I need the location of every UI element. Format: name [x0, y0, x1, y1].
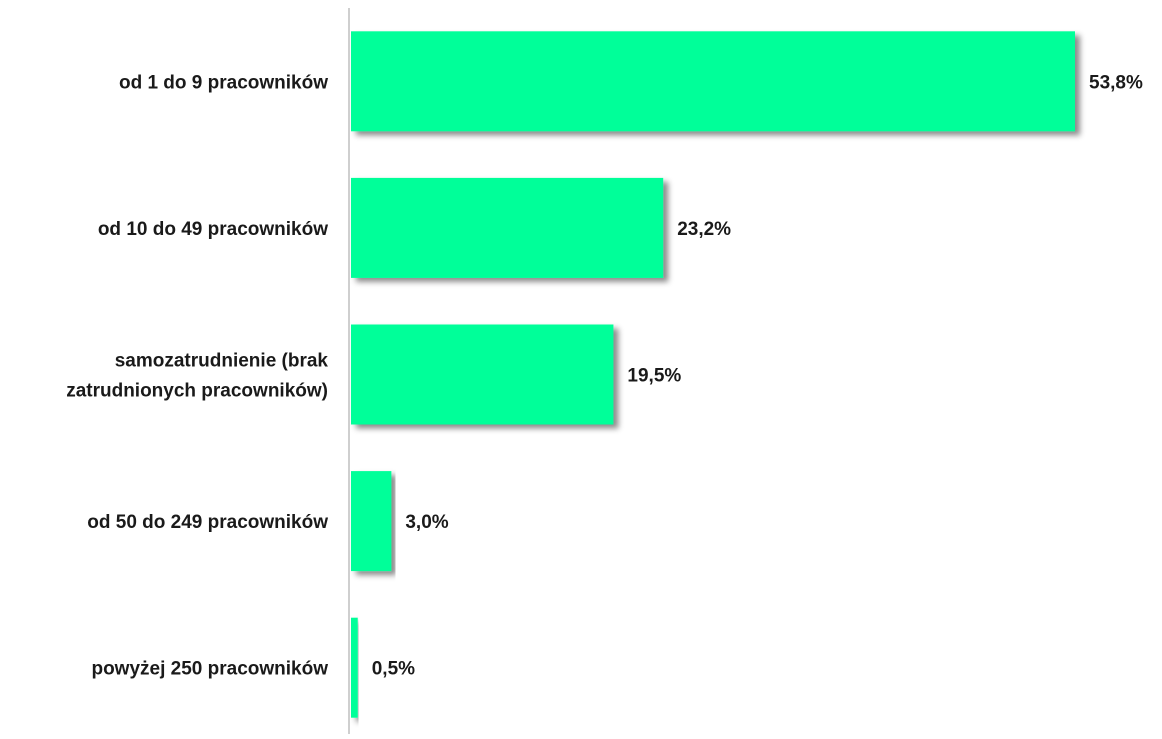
- data-label-4: 0,5%: [372, 659, 415, 680]
- data-label-3: 3,0%: [405, 512, 448, 533]
- bar-4: [351, 617, 358, 718]
- category-label-1: od 10 do 49 pracowników: [98, 219, 328, 240]
- bar-3: [351, 471, 392, 572]
- data-label-1: 23,2%: [677, 219, 731, 240]
- category-label-2-line-0: samozatrudnienie (brak: [115, 351, 329, 372]
- data-label-0: 53,8%: [1089, 72, 1143, 93]
- category-label-4: powyżej 250 pracowników: [91, 659, 328, 680]
- bar-2: [351, 324, 614, 425]
- bar-0: [351, 31, 1075, 132]
- data-label-2: 19,5%: [627, 366, 681, 387]
- category-label-0: od 1 do 9 pracowników: [119, 72, 328, 93]
- category-label-3: od 50 do 249 pracowników: [87, 512, 328, 533]
- category-label-2-line-1: zatrudnionych pracowników): [66, 381, 328, 402]
- bar-1: [351, 177, 664, 278]
